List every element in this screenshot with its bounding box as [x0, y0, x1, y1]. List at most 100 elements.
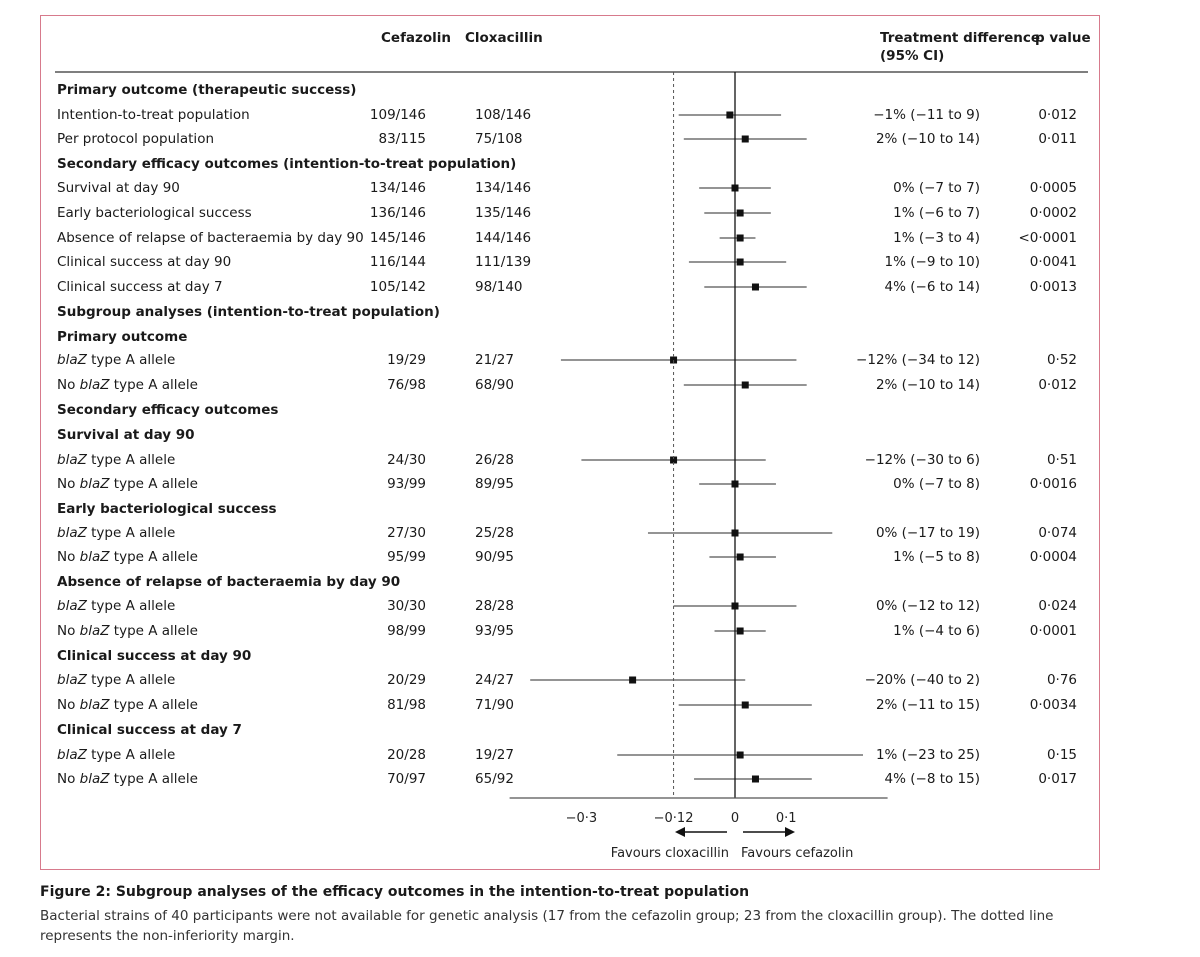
treatment-difference: 0% (−7 to 8) — [893, 476, 980, 492]
cefazolin-value: 76/98 — [387, 377, 426, 393]
point-estimate — [736, 553, 744, 561]
point-estimate — [751, 283, 759, 291]
point-estimate — [736, 209, 744, 217]
row-label: No blaZ type A allele — [57, 623, 198, 639]
header-treatment-difference: Treatment difference — [880, 30, 1041, 46]
treatment-difference: −20% (−40 to 2) — [864, 672, 980, 688]
figure-caption-title: Figure 2: Subgroup analyses of the effic… — [40, 884, 750, 900]
row-label: Clinical success at day 90 — [57, 254, 232, 270]
cefazolin-value: 136/146 — [369, 205, 426, 221]
favours-left-arrowhead — [675, 827, 685, 837]
cloxacillin-value: 135/146 — [475, 205, 532, 221]
treatment-difference: −12% (−30 to 6) — [864, 452, 980, 468]
treatment-difference: 1% (−3 to 4) — [893, 230, 980, 246]
row-label: No blaZ type A allele — [57, 549, 198, 565]
section-heading: Secondary efficacy outcomes (intention-t… — [57, 156, 517, 172]
cefazolin-value: 81/98 — [387, 697, 426, 713]
figure-frame — [40, 15, 1100, 870]
cloxacillin-value: 68/90 — [475, 377, 514, 393]
point-estimate — [751, 775, 759, 783]
p-value: 0·024 — [1038, 598, 1077, 614]
point-estimate — [736, 258, 744, 266]
cloxacillin-value: 111/139 — [475, 254, 532, 270]
cefazolin-value: 70/97 — [387, 771, 426, 787]
treatment-difference: −1% (−11 to 9) — [873, 107, 980, 123]
treatment-difference: −12% (−34 to 12) — [856, 352, 980, 368]
point-estimate — [629, 676, 637, 684]
p-value: 0·15 — [1046, 747, 1077, 763]
cefazolin-value: 98/99 — [387, 623, 426, 639]
treatment-difference: 1% (−5 to 8) — [893, 549, 980, 565]
treatment-difference: 2% (−10 to 14) — [875, 377, 980, 393]
p-value: 0·0001 — [1029, 623, 1077, 639]
cefazolin-value: 20/29 — [387, 672, 426, 688]
section-heading: Absence of relapse of bacteraemia by day… — [57, 574, 401, 590]
p-value: 0·012 — [1038, 107, 1077, 123]
treatment-difference: 1% (−23 to 25) — [875, 747, 980, 763]
cefazolin-value: 145/146 — [369, 230, 426, 246]
cefazolin-value: 83/115 — [378, 131, 427, 147]
cloxacillin-value: 21/27 — [475, 352, 514, 368]
cefazolin-value: 109/146 — [369, 107, 426, 123]
cloxacillin-value: 65/92 — [475, 771, 514, 787]
section-heading: Clinical success at day 7 — [57, 722, 242, 738]
point-estimate — [736, 751, 744, 759]
point-estimate — [741, 135, 749, 143]
cloxacillin-value: 25/28 — [475, 525, 514, 541]
treatment-difference: 0% (−12 to 12) — [875, 598, 980, 614]
treatment-difference: 2% (−11 to 15) — [875, 697, 980, 713]
row-label: Clinical success at day 7 — [57, 279, 223, 295]
p-value: 0·074 — [1038, 525, 1077, 541]
cefazolin-value: 95/99 — [387, 549, 426, 565]
row-label: Per protocol population — [57, 131, 215, 147]
point-estimate — [741, 381, 749, 389]
header-cloxacillin: Cloxacillin — [465, 30, 543, 46]
point-estimate — [736, 627, 744, 635]
p-value: 0·0013 — [1029, 279, 1077, 295]
p-value: 0·0002 — [1029, 205, 1077, 221]
point-estimate — [736, 234, 744, 242]
cefazolin-value: 105/142 — [369, 279, 426, 295]
x-tick-label: 0·1 — [776, 811, 797, 826]
header-cefazolin: Cefazolin — [381, 30, 452, 46]
cefazolin-value: 116/144 — [369, 254, 426, 270]
cloxacillin-value: 108/146 — [475, 107, 532, 123]
treatment-difference: 0% (−17 to 19) — [875, 525, 980, 541]
treatment-difference: 4% (−6 to 14) — [884, 279, 980, 295]
cloxacillin-value: 19/27 — [475, 747, 514, 763]
x-tick-label: −0·12 — [654, 811, 694, 826]
treatment-difference: 0% (−7 to 7) — [893, 180, 980, 196]
section-heading: Survival at day 90 — [57, 427, 195, 443]
p-value: 0·52 — [1046, 352, 1077, 368]
cefazolin-value: 24/30 — [387, 452, 426, 468]
cloxacillin-value: 90/95 — [475, 549, 514, 565]
favours-right-arrowhead — [785, 827, 795, 837]
row-label: No blaZ type A allele — [57, 476, 198, 492]
cloxacillin-value: 144/146 — [475, 230, 532, 246]
p-value: 0·0004 — [1029, 549, 1077, 565]
cefazolin-value: 30/30 — [387, 598, 426, 614]
p-value: 0·51 — [1046, 452, 1077, 468]
section-heading: Primary outcome — [57, 329, 188, 345]
cloxacillin-value: 134/146 — [475, 180, 532, 196]
row-label: blaZ type A allele — [57, 452, 176, 468]
cloxacillin-value: 24/27 — [475, 672, 514, 688]
favours-cloxacillin-label: Favours cloxacillin — [611, 846, 729, 861]
treatment-difference: 2% (−10 to 14) — [875, 131, 980, 147]
cloxacillin-value: 93/95 — [475, 623, 514, 639]
row-label: blaZ type A allele — [57, 525, 176, 541]
section-heading: Secondary efficacy outcomes — [57, 402, 279, 418]
row-label: Intention-to-treat population — [57, 107, 250, 123]
header-treatment-difference-ci: (95% CI) — [880, 48, 945, 64]
row-label: No blaZ type A allele — [57, 377, 198, 393]
treatment-difference: 1% (−6 to 7) — [893, 205, 980, 221]
p-value: 0·0005 — [1029, 180, 1077, 196]
treatment-difference: 1% (−9 to 10) — [884, 254, 980, 270]
p-value: 0·017 — [1038, 771, 1077, 787]
section-heading: Subgroup analyses (intention-to-treat po… — [57, 304, 440, 320]
p-value: 0·012 — [1038, 377, 1077, 393]
row-label: Early bacteriological success — [57, 205, 252, 221]
cloxacillin-value: 28/28 — [475, 598, 514, 614]
cloxacillin-value: 89/95 — [475, 476, 514, 492]
